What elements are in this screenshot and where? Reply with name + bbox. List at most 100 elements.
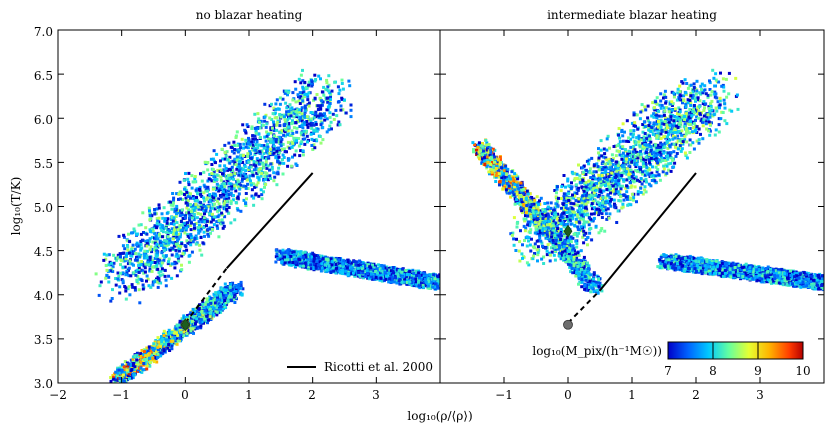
density-pixel bbox=[225, 197, 229, 201]
density-pixel bbox=[109, 269, 113, 273]
density-pixel bbox=[164, 241, 168, 245]
density-pixel bbox=[153, 231, 157, 235]
density-pixel bbox=[210, 179, 214, 183]
density-pixel bbox=[221, 213, 224, 217]
density-pixel bbox=[126, 364, 130, 368]
density-pixel bbox=[278, 135, 282, 139]
density-pixel bbox=[212, 175, 216, 179]
density-pixel bbox=[364, 265, 367, 268]
density-pixel bbox=[212, 223, 216, 227]
density-pixel bbox=[221, 298, 225, 302]
density-pixel bbox=[222, 288, 226, 292]
density-pixel bbox=[306, 140, 309, 144]
density-pixel bbox=[154, 237, 158, 241]
density-pixel bbox=[139, 223, 143, 227]
density-pixel bbox=[154, 234, 158, 238]
density-pixel bbox=[310, 260, 314, 264]
density-pixel bbox=[182, 221, 186, 225]
density-pixel bbox=[261, 161, 265, 165]
density-pixel bbox=[294, 258, 298, 262]
density-pixel bbox=[278, 102, 282, 106]
density-pixel bbox=[202, 183, 206, 187]
density-pixel bbox=[336, 123, 340, 127]
density-pixel bbox=[206, 227, 210, 231]
density-pixel bbox=[254, 137, 257, 141]
density-pixel bbox=[414, 280, 418, 284]
density-pixel bbox=[305, 92, 309, 96]
density-pixel bbox=[421, 271, 425, 275]
density-pixel bbox=[236, 180, 240, 184]
density-pixel bbox=[275, 116, 279, 120]
density-pixel bbox=[224, 166, 228, 170]
density-pixel bbox=[380, 279, 384, 283]
left-density-heatmap bbox=[94, 68, 440, 387]
density-pixel bbox=[332, 118, 336, 121]
density-pixel bbox=[154, 212, 158, 216]
density-pixel bbox=[163, 274, 167, 278]
density-pixel bbox=[142, 256, 146, 260]
density-pixel bbox=[171, 219, 175, 223]
density-pixel bbox=[272, 179, 276, 183]
density-pixel bbox=[191, 327, 195, 331]
density-pixel bbox=[185, 232, 189, 236]
density-pixel bbox=[216, 209, 220, 213]
density-pixel bbox=[185, 332, 189, 336]
density-pixel bbox=[151, 283, 155, 287]
density-pixel bbox=[321, 138, 325, 142]
density-pixel bbox=[380, 270, 384, 274]
density-pixel bbox=[224, 286, 228, 290]
density-pixel bbox=[387, 266, 391, 270]
density-pixel bbox=[133, 365, 137, 369]
density-pixel bbox=[218, 292, 222, 296]
density-pixel bbox=[117, 274, 121, 278]
density-pixel bbox=[104, 276, 108, 280]
density-pixel bbox=[143, 249, 147, 253]
density-pixel bbox=[180, 254, 184, 258]
density-pixel bbox=[294, 149, 298, 153]
density-pixel bbox=[203, 160, 207, 164]
density-pixel bbox=[205, 219, 209, 223]
density-pixel bbox=[167, 328, 171, 332]
density-pixel bbox=[325, 88, 329, 92]
density-pixel bbox=[414, 282, 417, 286]
density-pixel bbox=[240, 157, 244, 161]
density-pixel bbox=[312, 123, 316, 127]
density-pixel bbox=[219, 159, 222, 163]
density-pixel bbox=[274, 138, 278, 141]
density-pixel bbox=[221, 226, 225, 230]
density-pixel bbox=[155, 217, 159, 221]
density-pixel bbox=[223, 299, 227, 302]
density-pixel bbox=[335, 260, 339, 264]
density-pixel bbox=[274, 108, 278, 111]
density-pixel bbox=[111, 384, 114, 387]
density-pixel bbox=[256, 146, 260, 150]
density-pixel bbox=[225, 199, 229, 203]
density-pixel bbox=[238, 167, 242, 171]
density-pixel bbox=[124, 289, 128, 293]
density-pixel bbox=[279, 144, 283, 148]
density-pixel bbox=[121, 363, 124, 367]
density-pixel bbox=[203, 302, 207, 306]
density-pixel bbox=[218, 205, 222, 209]
density-pixel bbox=[288, 116, 292, 120]
density-pixel bbox=[254, 164, 258, 168]
density-pixel bbox=[211, 168, 215, 172]
density-pixel bbox=[290, 258, 294, 262]
density-pixel bbox=[256, 112, 260, 116]
density-pixel bbox=[156, 257, 160, 261]
density-pixel bbox=[176, 328, 180, 332]
density-pixel bbox=[123, 265, 127, 269]
density-pixel bbox=[244, 192, 248, 195]
density-pixel bbox=[137, 255, 141, 259]
density-pixel bbox=[294, 87, 298, 91]
density-pixel bbox=[125, 252, 129, 255]
density-pixel bbox=[196, 228, 200, 232]
density-pixel bbox=[184, 188, 188, 192]
density-pixel bbox=[200, 195, 204, 198]
density-pixel bbox=[198, 229, 202, 233]
density-pixel bbox=[193, 206, 196, 210]
density-pixel bbox=[183, 186, 187, 190]
density-pixel bbox=[228, 161, 232, 165]
density-pixel bbox=[314, 112, 318, 116]
density-pixel bbox=[244, 177, 247, 180]
